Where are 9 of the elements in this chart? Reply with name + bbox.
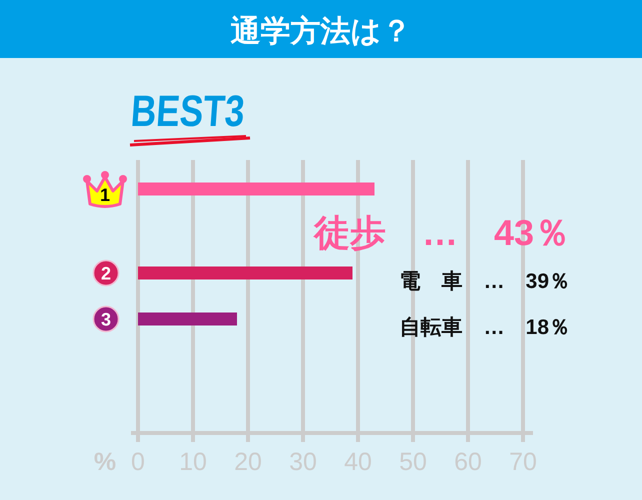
annotation: 電 車 … 39％ — [400, 270, 570, 293]
category-label: 1 — [100, 185, 110, 205]
subtitle: BEST3 — [129, 87, 246, 136]
annotation: 徒歩 … 43％ — [314, 212, 570, 253]
title: 通学方法は？ — [230, 15, 412, 48]
x-axis-title: % — [94, 448, 116, 476]
category-label: 3 — [101, 310, 111, 330]
annotation: 自転車 … 18％ — [400, 316, 570, 339]
category-label: 2 — [101, 264, 111, 284]
